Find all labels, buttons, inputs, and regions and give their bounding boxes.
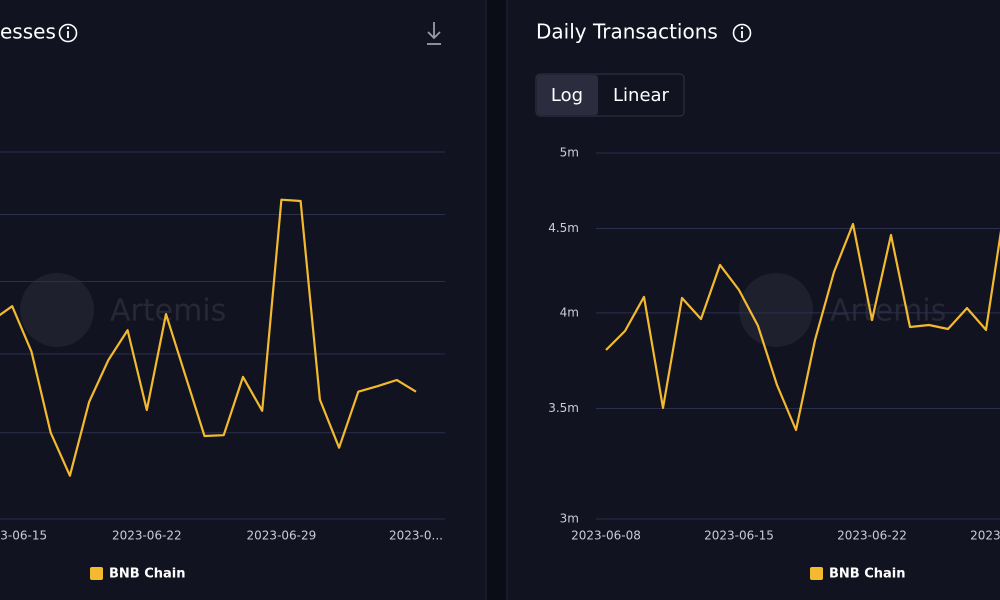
y-tick-label: 3.5m (548, 401, 579, 415)
y-tick-label: 3m (560, 512, 579, 526)
x-tick-label: 2023-06-29 (247, 529, 317, 543)
plot-area (0, 198, 417, 477)
x-tick-label: 2023-06-15 (704, 529, 774, 543)
chart-title: Daily Transactions (536, 20, 718, 44)
y-tick-label: 4.5m (548, 221, 579, 235)
panel-gap (486, 0, 507, 600)
y-tick-label: 5m (560, 146, 579, 160)
scale-option[interactable]: Linear (613, 85, 670, 106)
x-tick-label: 2023-06-22 (837, 529, 907, 543)
chart-title: esses (0, 20, 56, 44)
x-tick-label: 2023-06-08 (571, 529, 641, 543)
legend-label: BNB Chain (829, 567, 906, 582)
scale-button[interactable] (598, 75, 683, 115)
x-tick-label: 2023-06-29 (970, 529, 1000, 543)
plot-area (605, 222, 1000, 432)
x-tick-label: 2023-06-15 (0, 529, 47, 543)
series-line (0, 198, 417, 477)
y-tick-label: 4m (560, 305, 579, 319)
info-icon[interactable] (58, 23, 78, 43)
watermark: Artemis (830, 294, 946, 329)
download-icon[interactable] (427, 22, 441, 45)
legend-swatch (90, 567, 103, 580)
info-icon[interactable] (732, 23, 752, 43)
legend-label: BNB Chain (109, 567, 186, 582)
scale-button[interactable] (537, 75, 598, 115)
x-tick-label: 2023-06-22 (112, 529, 182, 543)
x-tick-label: 2023-0... (389, 529, 443, 543)
series-line (605, 222, 1000, 432)
watermark-logo (20, 273, 94, 347)
legend-swatch (810, 567, 823, 580)
scale-option[interactable]: Log (551, 85, 583, 106)
watermark-logo (739, 273, 813, 347)
